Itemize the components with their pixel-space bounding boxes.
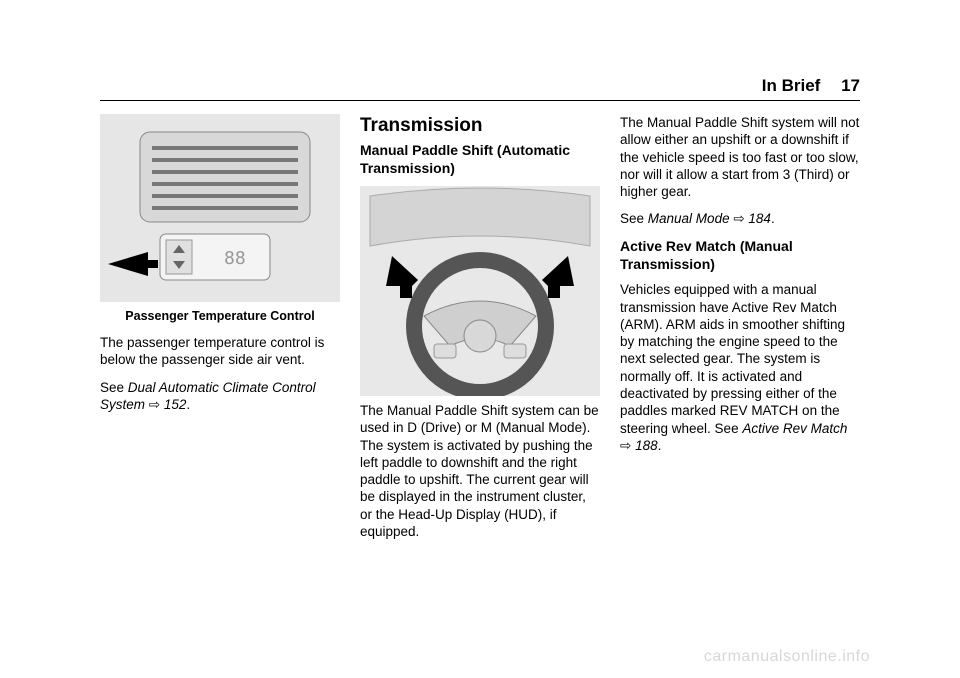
col3-p3: Vehicles equipped with a manual transmis…: [620, 281, 860, 454]
ref-active-rev: Active Rev Match: [742, 421, 847, 436]
header-rule: [100, 100, 860, 101]
watermark: carmanualsonline.info: [704, 648, 870, 666]
svg-text:88: 88: [224, 248, 246, 269]
col3-p1: The Manual Paddle Shift system will not …: [620, 114, 860, 200]
ref-page-188: 188: [631, 438, 657, 453]
vent-illustration: 88: [100, 114, 340, 302]
transmission-heading: Transmission: [360, 114, 600, 138]
ref-manual-mode: Manual Mode: [648, 211, 734, 226]
period-2: .: [771, 211, 775, 226]
columns: 88 Passenger Temperature Control The pas…: [100, 114, 860, 648]
period-3: .: [658, 438, 662, 453]
link-icon: ⇨: [733, 211, 744, 226]
col1-p2: See Dual Automatic Climate Control Syste…: [100, 379, 340, 414]
ref-dual-climate: Dual Automatic Climate Control System: [100, 380, 316, 412]
link-icon: ⇨: [620, 438, 631, 453]
column-2: Transmission Manual Paddle Shift (Automa…: [360, 114, 600, 648]
page-header: In Brief 17: [762, 76, 860, 96]
wheel-illustration: [360, 186, 600, 396]
link-icon: ⇨: [149, 397, 160, 412]
col3-p2: See Manual Mode ⇨ 184.: [620, 210, 860, 227]
col3-p3a: Vehicles equipped with a manual transmis…: [620, 282, 845, 435]
see-label-2: See: [620, 211, 648, 226]
page-number: 17: [841, 76, 860, 95]
col2-p1: The Manual Paddle Shift system can be us…: [360, 402, 600, 540]
page: In Brief 17: [0, 0, 960, 678]
active-rev-sub: Active Rev Match (Manual Transmission): [620, 238, 860, 274]
column-3: The Manual Paddle Shift system will not …: [620, 114, 860, 648]
figure-steering-wheel: [360, 186, 600, 396]
period: .: [186, 397, 190, 412]
col1-p1: The passenger temperature control is bel…: [100, 334, 340, 369]
manual-paddle-sub: Manual Paddle Shift (Automatic Transmiss…: [360, 142, 600, 178]
column-1: 88 Passenger Temperature Control The pas…: [100, 114, 340, 648]
see-label: See: [100, 380, 128, 395]
section-title: In Brief: [762, 76, 821, 95]
ref-page-152: 152: [160, 397, 186, 412]
figure-passenger-temp: 88: [100, 114, 340, 302]
figure-caption-1: Passenger Temperature Control: [100, 308, 340, 324]
ref-page-184: 184: [745, 211, 771, 226]
